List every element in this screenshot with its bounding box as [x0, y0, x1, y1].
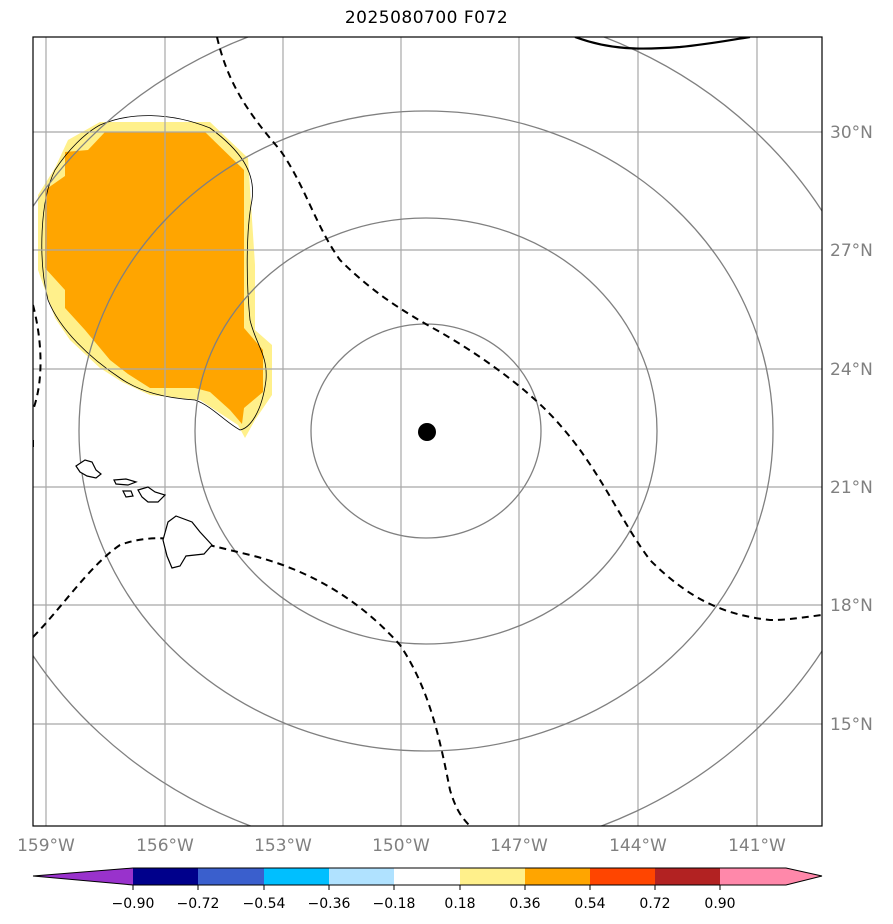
- lon-label: 141°W: [728, 836, 786, 856]
- dashed-contour-south: [33, 537, 471, 826]
- hawaiian-islands: [75, 459, 213, 569]
- lon-label: 144°W: [609, 836, 667, 856]
- range-rings: [33, 37, 822, 826]
- colorbar: −0.90 −0.72 −0.54 −0.36 −0.18 0.18 0.36 …: [32, 867, 823, 912]
- colorbar-swatch: [655, 868, 721, 885]
- map-title: 2025080700 F072: [344, 8, 509, 28]
- shade-contour: [41, 115, 267, 431]
- colorbar-tick-label: −0.72: [177, 896, 220, 912]
- island-maui: [137, 486, 167, 503]
- colorbar-swatch: [394, 868, 460, 885]
- graticule: [33, 37, 822, 826]
- solid-contour-top: [574, 37, 751, 50]
- colorbar-swatch: [198, 868, 264, 885]
- colorbar-tick-label: −0.54: [243, 896, 286, 912]
- lon-label: 153°W: [254, 836, 312, 856]
- colorbar-extend-high: [786, 868, 822, 885]
- colorbar-tick-label: 0.72: [639, 896, 670, 912]
- colorbar-swatch: [460, 868, 526, 885]
- range-ring-2: [194, 217, 658, 645]
- colorbar-swatch: [133, 868, 199, 885]
- lat-label: 18°N: [830, 596, 873, 616]
- latitude-labels: 30°N 27°N 24°N 21°N 18°N 15°N: [830, 123, 873, 735]
- lon-label: 150°W: [372, 836, 430, 856]
- range-ring-3: [78, 110, 774, 752]
- island-hawaii: [162, 515, 213, 569]
- colorbar-extend-low: [33, 868, 133, 885]
- lat-label: 27°N: [830, 241, 873, 261]
- island-molokai: [122, 490, 134, 498]
- dashed-contours: [33, 37, 822, 826]
- colorbar-tick-label: 0.90: [704, 896, 735, 912]
- lon-label: 147°W: [490, 836, 548, 856]
- island-kauai: [75, 459, 102, 479]
- island-oahu: [113, 478, 138, 486]
- dashed-contour-west: [33, 304, 42, 411]
- probability-shade-dark: [45, 132, 263, 424]
- lat-label: 21°N: [830, 478, 873, 498]
- colorbar-swatch: [264, 868, 330, 885]
- lon-label: 159°W: [17, 836, 75, 856]
- colorbar-tick-label: −0.90: [112, 896, 155, 912]
- colorbar-swatch: [525, 868, 591, 885]
- storm-center-dot: [418, 423, 436, 441]
- colorbar-tick-label: 0.36: [509, 896, 540, 912]
- lat-label: 30°N: [830, 123, 873, 143]
- lat-label: 15°N: [830, 715, 873, 735]
- colorbar-tick-label: −0.36: [308, 896, 351, 912]
- colorbar-swatch: [720, 868, 786, 885]
- colorbar-swatch: [329, 868, 395, 885]
- lat-label: 24°N: [830, 360, 873, 380]
- colorbar-tick-label: −0.18: [373, 896, 416, 912]
- lon-label: 156°W: [136, 836, 194, 856]
- longitude-labels: 159°W 156°W 153°W 150°W 147°W 144°W 141°…: [17, 836, 786, 856]
- colorbar-tick-label: 0.18: [444, 896, 475, 912]
- dashed-contour-north: [216, 37, 822, 622]
- map-frame: [32, 36, 823, 827]
- colorbar-swatch: [590, 868, 656, 885]
- map-plot-area: [33, 37, 822, 826]
- colorbar-tick-label: 0.54: [574, 896, 605, 912]
